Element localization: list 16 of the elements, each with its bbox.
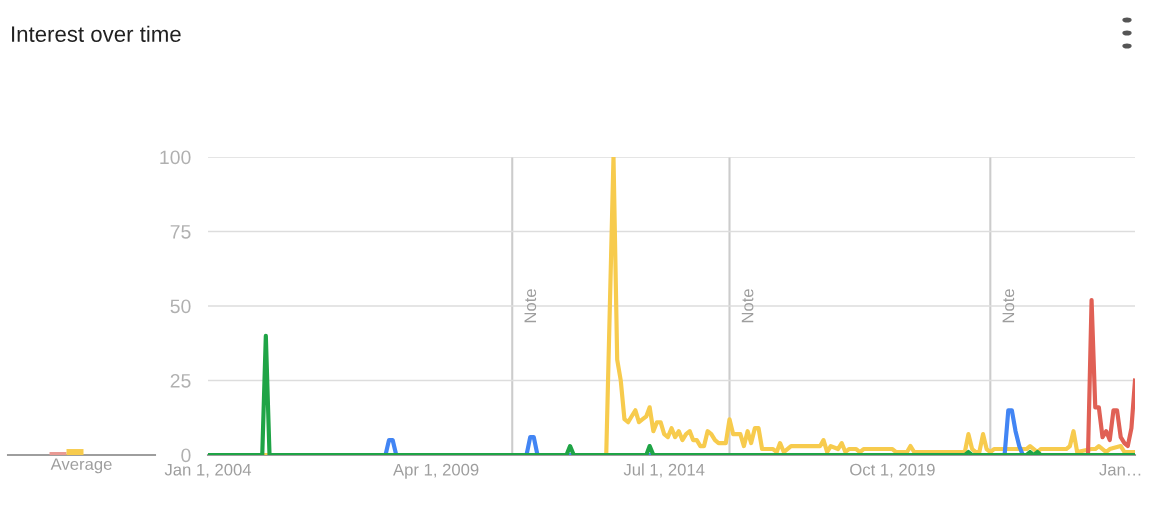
x-tick-label: Apr 1, 2009 xyxy=(393,463,479,479)
ref-line-label: Note xyxy=(1002,289,1015,323)
x-tick-label: Jan… xyxy=(1099,463,1141,476)
x-tick-label: Jul 1, 2014 xyxy=(623,463,705,478)
y-tick-label: 100 xyxy=(160,150,191,165)
y-tick-label: 75 xyxy=(170,225,191,239)
y-tick-label: 0 xyxy=(181,448,191,463)
line-series xyxy=(1085,297,1135,455)
ref-line-label: Note xyxy=(741,289,754,323)
chart-title: Interest over time xyxy=(12,25,181,42)
y-tick-label: 50 xyxy=(170,299,191,314)
x-tick-label: Jan 1, 2004 xyxy=(164,463,252,478)
x-tick-label: Oct 1, 2019 xyxy=(850,463,935,478)
ref-line-label: Note xyxy=(524,289,537,323)
x-axis-title: Average xyxy=(50,458,112,474)
y-tick-label: 25 xyxy=(170,373,191,388)
